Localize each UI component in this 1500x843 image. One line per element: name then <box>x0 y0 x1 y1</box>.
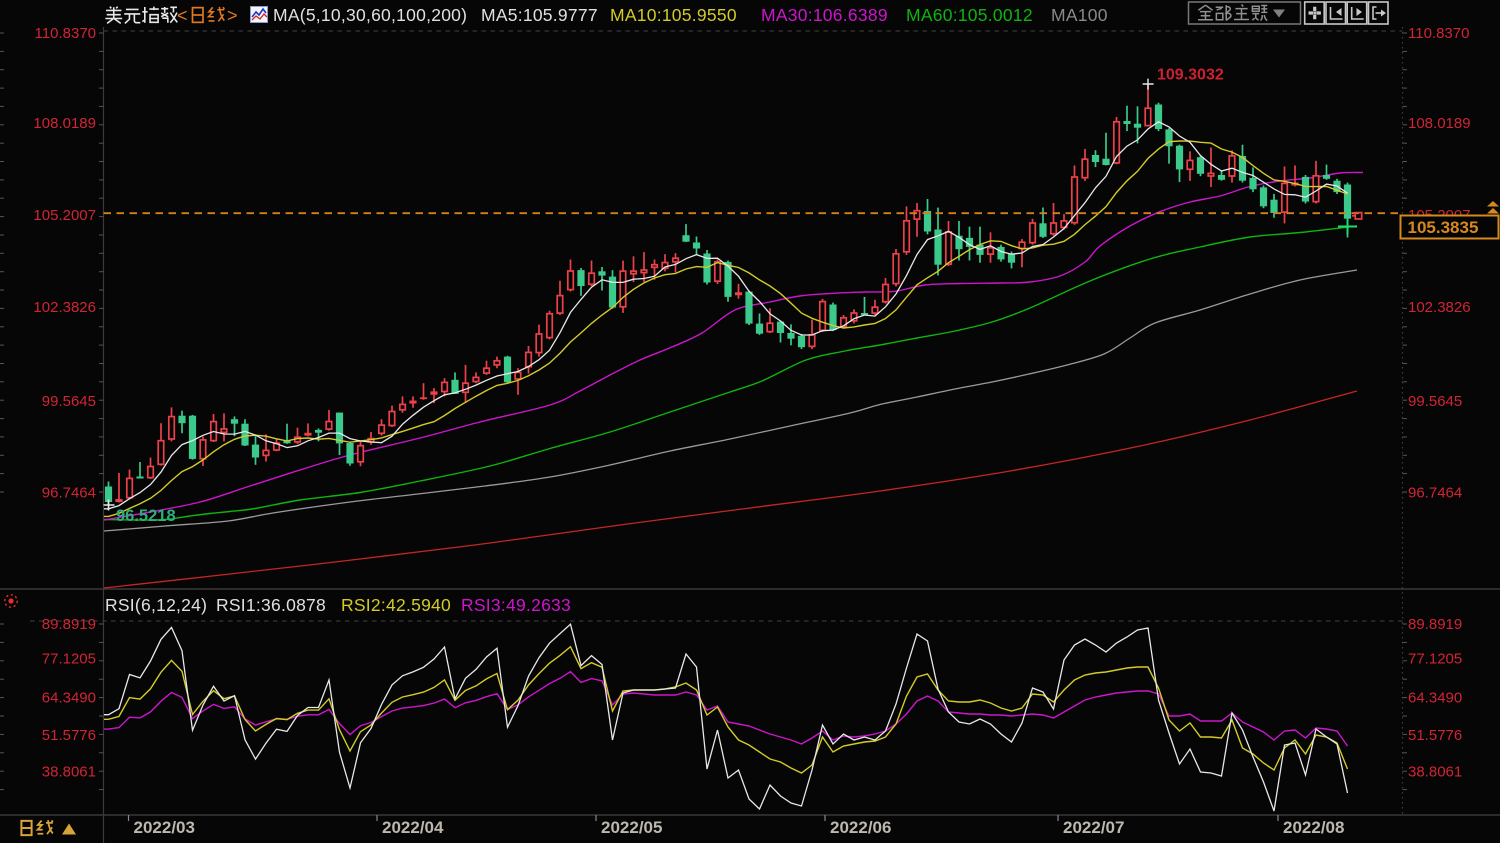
svg-text:MA60:105.0012: MA60:105.0012 <box>906 5 1033 25</box>
svg-text:51.5776: 51.5776 <box>42 727 96 744</box>
svg-text:77.1205: 77.1205 <box>42 651 96 668</box>
svg-text:RSI1:36.0878: RSI1:36.0878 <box>216 595 326 615</box>
svg-text:2022/05: 2022/05 <box>601 818 662 837</box>
svg-text:110.8370: 110.8370 <box>1408 25 1469 42</box>
svg-text:MA10:105.9550: MA10:105.9550 <box>610 5 737 25</box>
svg-text:105.3835: 105.3835 <box>1408 218 1479 237</box>
svg-text:>: > <box>227 6 238 26</box>
svg-text:108.0189: 108.0189 <box>33 115 96 132</box>
svg-text:38.8061: 38.8061 <box>42 764 96 781</box>
svg-text:MA30:106.6389: MA30:106.6389 <box>761 5 888 25</box>
svg-text:51.5776: 51.5776 <box>1408 727 1462 744</box>
svg-text:96.5218: 96.5218 <box>116 507 176 525</box>
svg-text:102.3826: 102.3826 <box>33 299 96 316</box>
svg-text:89.8919: 89.8919 <box>42 616 96 633</box>
svg-text:2022/04: 2022/04 <box>382 818 444 837</box>
svg-text:105.2007: 105.2007 <box>33 207 96 224</box>
svg-text:2022/06: 2022/06 <box>830 818 891 837</box>
svg-text:RSI(6,12,24): RSI(6,12,24) <box>105 595 207 615</box>
svg-text:96.7464: 96.7464 <box>42 484 96 501</box>
svg-text:108.0189: 108.0189 <box>1408 115 1471 132</box>
svg-text:89.8919: 89.8919 <box>1408 616 1462 633</box>
svg-text:77.1205: 77.1205 <box>1408 651 1462 668</box>
svg-text:109.3032: 109.3032 <box>1157 67 1224 84</box>
svg-text:<: < <box>177 6 188 26</box>
svg-text:96.7464: 96.7464 <box>1408 484 1462 501</box>
svg-text:110.8370: 110.8370 <box>35 25 96 42</box>
svg-text:MA(5,10,30,60,100,200): MA(5,10,30,60,100,200) <box>273 5 467 25</box>
svg-text:MA100: MA100 <box>1051 5 1108 25</box>
svg-text:2022/07: 2022/07 <box>1063 818 1124 837</box>
svg-text:MA5:105.9777: MA5:105.9777 <box>481 5 598 25</box>
svg-text:99.5645: 99.5645 <box>1408 393 1462 410</box>
svg-text:38.8061: 38.8061 <box>1408 764 1462 781</box>
svg-text:RSI3:49.2633: RSI3:49.2633 <box>461 595 571 615</box>
svg-text:2022/03: 2022/03 <box>134 818 195 837</box>
svg-text:RSI2:42.5940: RSI2:42.5940 <box>341 595 451 615</box>
svg-text:64.3490: 64.3490 <box>1408 690 1462 707</box>
svg-text:2022/08: 2022/08 <box>1283 818 1344 837</box>
svg-text:64.3490: 64.3490 <box>42 690 96 707</box>
svg-text:99.5645: 99.5645 <box>42 393 96 410</box>
svg-text:102.3826: 102.3826 <box>1408 299 1471 316</box>
